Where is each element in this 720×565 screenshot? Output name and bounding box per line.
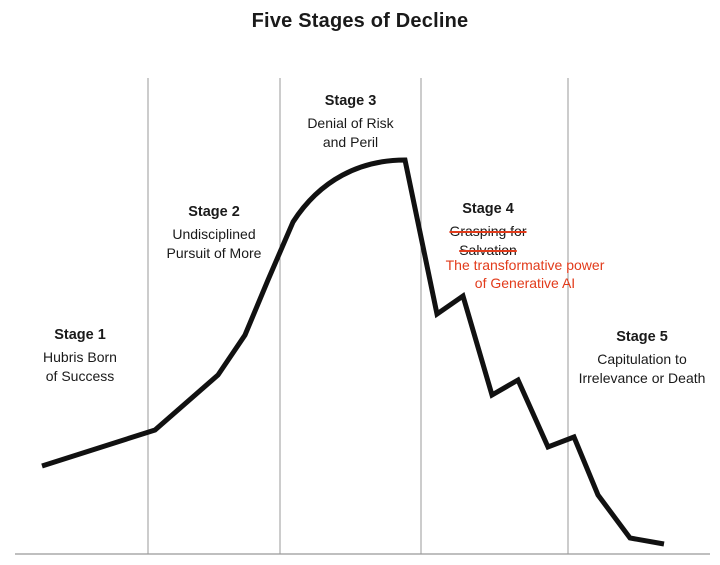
stage-3: Stage 3 Denial of Risk and Peril (280, 92, 421, 152)
stage-3-description: Denial of Risk and Peril (280, 114, 421, 152)
stage-4-annotation: The transformative power of Generative A… (415, 256, 635, 292)
stage-1-description: Hubris Born of Success (20, 348, 140, 386)
stage-1: Stage 1 Hubris Born of Success (20, 326, 140, 386)
stage-4-label: Stage 4 (462, 201, 514, 217)
stage-1-label: Stage 1 (54, 327, 106, 343)
stage-3-desc-line: and Peril (322, 134, 379, 150)
diagram-title: Five Stages of Decline (251, 10, 469, 32)
stage-5: Stage 5 Capitulation to Irrelevance or D… (566, 328, 718, 388)
stage-5-description: Capitulation to Irrelevance or Death (566, 350, 718, 388)
stage-4-note: The transformative power of Generative A… (415, 256, 635, 292)
stage-2-desc-line: Undisciplined (172, 226, 256, 242)
stage-4-struck-description: Grasping for Salvation (422, 222, 554, 260)
stage-4-note-line: The transformative power (445, 257, 605, 273)
stage-5-desc-line: Irrelevance or Death (578, 370, 706, 386)
stage-2: Stage 2 Undisciplined Pursuit of More (148, 203, 280, 263)
stage-3-label: Stage 3 (324, 93, 377, 109)
stage-4: Stage 4 Grasping for Salvation (422, 200, 554, 260)
stage-2-label: Stage 2 (188, 204, 240, 220)
stage-2-description: Undisciplined Pursuit of More (148, 225, 280, 263)
stage-4-struck-line: Salvation (459, 242, 517, 258)
stage-1-desc-line: of Success (45, 368, 115, 384)
stage-2-desc-line: Pursuit of More (166, 245, 262, 261)
stage-4-note-line: of Generative AI (474, 275, 576, 291)
decline-curve (41, 157, 665, 547)
stage-1-desc-line: Hubris Born (43, 349, 117, 365)
stage-5-desc-line: Capitulation to (597, 351, 687, 367)
stage-4-struck-line: Grasping for (449, 223, 527, 239)
stage-3-desc-line: Denial of Risk (307, 115, 394, 131)
stage-5-label: Stage 5 (616, 329, 668, 345)
